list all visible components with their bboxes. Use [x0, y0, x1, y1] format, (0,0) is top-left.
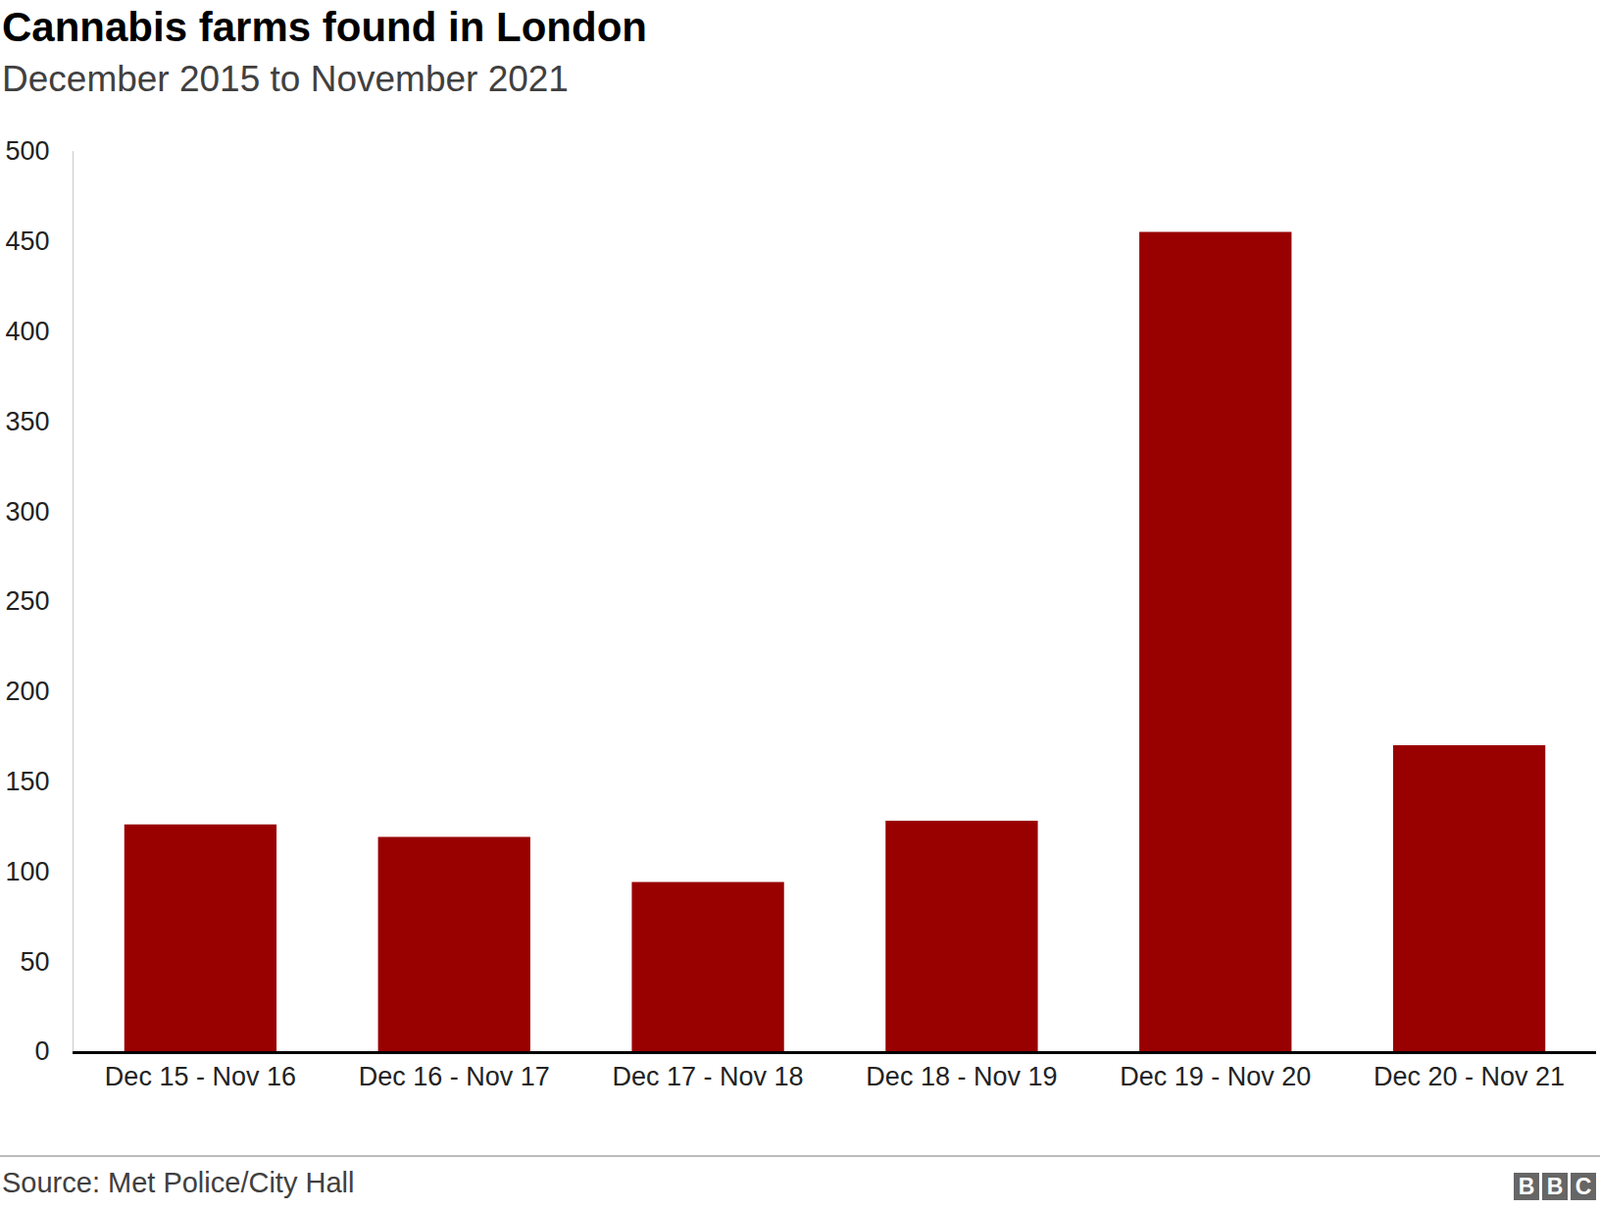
- svg-text:Dec 20 - Nov 21: Dec 20 - Nov 21: [1373, 1061, 1565, 1092]
- svg-text:500: 500: [5, 136, 50, 166]
- svg-text:200: 200: [5, 676, 50, 706]
- svg-text:150: 150: [5, 766, 50, 797]
- svg-text:Dec 15 - Nov 16: Dec 15 - Nov 16: [104, 1061, 297, 1092]
- svg-text:350: 350: [5, 406, 50, 437]
- html-text:Cannabis farms found in London: Cannabis farms found in London: [1, 3, 648, 50]
- html-text:C: C: [1575, 1173, 1592, 1200]
- svg-text:Dec 17 - Nov 18: Dec 17 - Nov 18: [612, 1061, 804, 1092]
- svg-text:450: 450: [5, 226, 50, 256]
- html-text:Source: Met Police/City Hall: Source: Met Police/City Hall: [1, 1166, 355, 1199]
- html-text:B: B: [1518, 1173, 1535, 1200]
- svg-text:0: 0: [35, 1036, 50, 1066]
- svg-text:300: 300: [5, 497, 50, 527]
- html-text:B: B: [1546, 1173, 1564, 1200]
- svg-text:50: 50: [20, 947, 50, 977]
- svg-text:Dec 16 - Nov 17: Dec 16 - Nov 17: [358, 1061, 550, 1092]
- html-text:December 2015 to November 2021: December 2015 to November 2021: [1, 58, 569, 100]
- svg-text:100: 100: [5, 856, 50, 887]
- svg-text:250: 250: [5, 586, 50, 616]
- svg-text:Dec 18 - Nov 19: Dec 18 - Nov 19: [865, 1061, 1057, 1092]
- svg-text:400: 400: [5, 316, 50, 347]
- svg-text:Dec 19 - Nov 20: Dec 19 - Nov 20: [1119, 1061, 1311, 1092]
